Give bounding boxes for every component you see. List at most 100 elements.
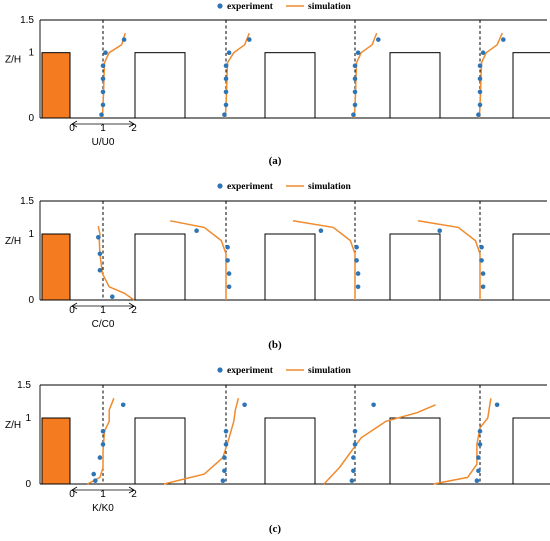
x-axis-label: K/K0 bbox=[92, 503, 114, 514]
experiment-point bbox=[226, 50, 232, 55]
experiment-point bbox=[100, 442, 106, 447]
simulation-line bbox=[478, 32, 503, 119]
y-tick-label: 1 bbox=[25, 413, 31, 424]
building bbox=[264, 233, 316, 301]
experiment-point bbox=[355, 271, 361, 276]
y-tick-label: 0 bbox=[28, 295, 34, 306]
experiment-point bbox=[242, 402, 247, 408]
y-tick-label: 1.5 bbox=[17, 380, 31, 391]
y-axis-label: Z/H bbox=[5, 236, 21, 247]
building bbox=[512, 52, 550, 119]
experiment-point bbox=[437, 228, 443, 233]
experiment-point bbox=[223, 428, 229, 434]
experiment-point bbox=[355, 284, 361, 290]
experiment-point bbox=[351, 468, 356, 474]
y-tick-label: 1.5 bbox=[20, 196, 34, 207]
x-scale-arrow-right bbox=[128, 120, 135, 128]
legend-experiment-marker bbox=[217, 3, 223, 9]
experiment-point bbox=[220, 478, 226, 484]
experiment-point bbox=[354, 244, 359, 250]
experiment-point bbox=[355, 50, 361, 55]
simulation-line bbox=[292, 220, 356, 300]
experiment-point bbox=[99, 112, 104, 117]
legend-experiment-marker bbox=[217, 183, 223, 189]
experiment-point bbox=[100, 76, 106, 82]
panel-label: (c) bbox=[269, 523, 282, 535]
experiment-point bbox=[476, 468, 481, 474]
experiment-point bbox=[97, 251, 103, 257]
x-tick-label: 0 bbox=[69, 489, 75, 500]
experiment-point bbox=[96, 235, 101, 240]
y-tick-label: 1 bbox=[28, 48, 34, 59]
experiment-point bbox=[223, 89, 229, 95]
experiment-point bbox=[477, 442, 483, 447]
experiment-point bbox=[93, 478, 98, 484]
simulation-line bbox=[224, 32, 250, 119]
building bbox=[389, 52, 441, 119]
experiment-point bbox=[318, 228, 324, 233]
simulation-line bbox=[101, 32, 127, 119]
x-scale-arrow-left bbox=[71, 486, 78, 494]
experiment-point bbox=[477, 63, 483, 68]
experiment-point bbox=[479, 258, 484, 263]
experiment-point bbox=[225, 258, 230, 263]
experiment-point bbox=[371, 402, 376, 408]
source-building bbox=[41, 417, 71, 485]
experiment-point bbox=[223, 442, 229, 447]
experiment-point bbox=[351, 455, 356, 460]
building bbox=[134, 417, 186, 485]
experiment-point bbox=[97, 268, 103, 273]
experiment-point bbox=[352, 76, 358, 82]
x-tick-label: 2 bbox=[131, 489, 137, 500]
legend-simulation-label: simulation bbox=[308, 2, 351, 12]
building bbox=[389, 417, 441, 485]
legend-experiment-label: experiment bbox=[227, 2, 274, 12]
building bbox=[512, 233, 550, 301]
experiment-point bbox=[222, 112, 227, 117]
experiment-point bbox=[352, 89, 358, 95]
experiment-point bbox=[97, 455, 103, 460]
building bbox=[264, 52, 316, 119]
experiment-point bbox=[352, 428, 358, 434]
simulation-line bbox=[323, 404, 436, 485]
experiment-point bbox=[476, 112, 481, 117]
experiment-point bbox=[352, 63, 358, 68]
panel-label: (a) bbox=[269, 155, 282, 167]
experiment-point bbox=[351, 112, 356, 117]
experiment-point bbox=[352, 102, 358, 108]
x-tick-label: 0 bbox=[69, 305, 75, 316]
legend-experiment-label: experiment bbox=[227, 366, 274, 376]
experiment-point bbox=[103, 50, 108, 55]
y-axis-label: Z/H bbox=[5, 420, 21, 431]
building bbox=[512, 417, 550, 485]
legend-simulation-label: simulation bbox=[308, 182, 351, 192]
building bbox=[134, 52, 186, 119]
experiment-point bbox=[477, 76, 483, 82]
simulation-line bbox=[433, 398, 492, 485]
experiment-point bbox=[222, 468, 227, 474]
experiment-point bbox=[480, 50, 486, 55]
experiment-point bbox=[494, 402, 500, 408]
source-building bbox=[41, 52, 71, 119]
simulation-line bbox=[353, 32, 378, 119]
x-tick-label: 1 bbox=[100, 305, 106, 316]
x-tick-label: 2 bbox=[131, 305, 137, 316]
experiment-point bbox=[477, 102, 483, 108]
experiment-point bbox=[349, 478, 355, 484]
experiment-point bbox=[110, 294, 115, 300]
experiment-point bbox=[247, 37, 252, 42]
experiment-point bbox=[120, 402, 126, 408]
experiment-point bbox=[222, 455, 227, 460]
experiment-point bbox=[477, 89, 483, 95]
x-tick-label: 2 bbox=[131, 123, 137, 134]
experiment-point bbox=[501, 37, 506, 42]
y-tick-label: 0 bbox=[28, 113, 34, 124]
experiment-point bbox=[91, 471, 96, 477]
x-scale-arrow-left bbox=[71, 302, 78, 310]
legend-experiment-marker bbox=[217, 367, 223, 373]
experiment-point bbox=[226, 271, 232, 276]
experiment-point bbox=[225, 244, 230, 250]
experiment-point bbox=[121, 37, 127, 42]
experiment-point bbox=[354, 258, 359, 263]
